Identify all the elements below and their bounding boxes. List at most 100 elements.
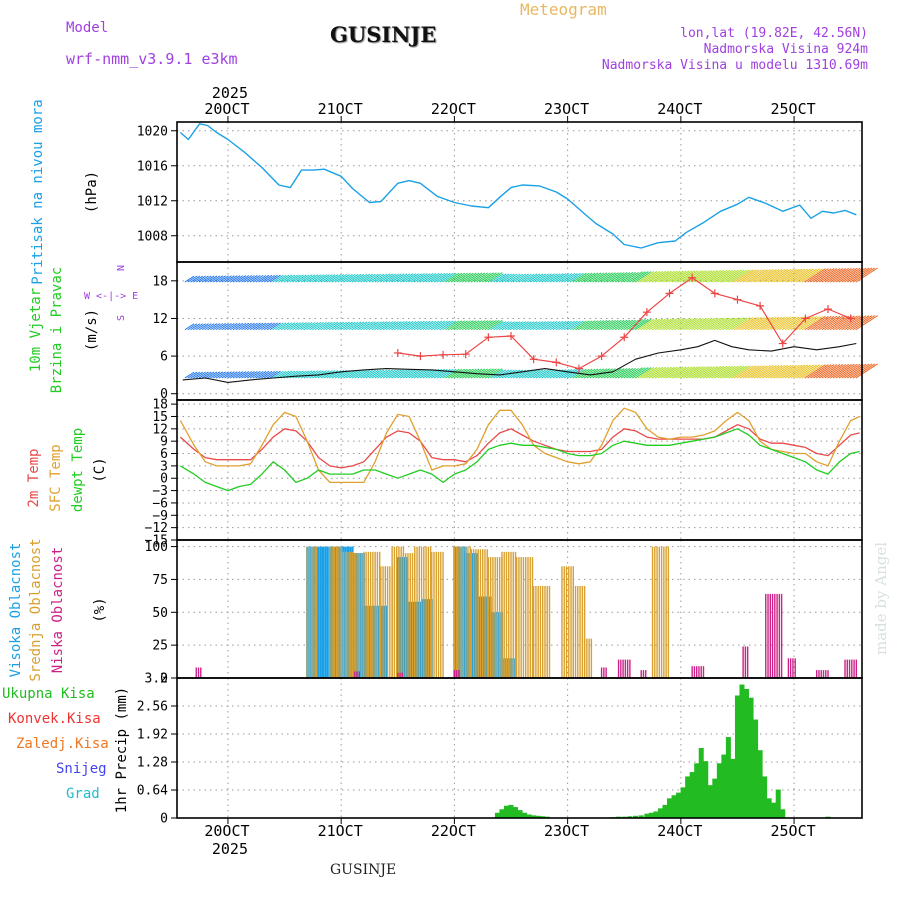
gust-marker [461, 350, 470, 359]
wind-barb [510, 321, 524, 331]
wind-barb [527, 369, 541, 379]
wind-barb [538, 273, 552, 283]
wind-barb [719, 365, 739, 379]
precip-bar [653, 811, 659, 818]
wind-barb [750, 316, 771, 331]
wind-barb [340, 369, 353, 379]
wind-barb [529, 369, 544, 379]
wind-barb [541, 369, 555, 379]
model-label: Model [66, 20, 109, 36]
wind-barb [518, 273, 532, 283]
precip-bar [513, 807, 519, 818]
wind-barb [722, 269, 742, 283]
wind-barb [696, 270, 716, 283]
gust-marker [484, 333, 493, 342]
gust-marker [756, 301, 765, 310]
y-tick-label: 0 [160, 812, 168, 827]
wind-barb [476, 368, 491, 379]
wind-barb [215, 323, 227, 331]
wind-barb [445, 272, 460, 283]
wind-barb [462, 272, 477, 283]
wind-barb [535, 273, 549, 283]
wind-barb [813, 268, 835, 283]
wind-barb [187, 323, 198, 331]
wind-barb [677, 270, 696, 283]
precip-ylabel: 1hr Precip (mm) [114, 687, 130, 813]
wind-barb [668, 318, 687, 331]
wind-barb [694, 366, 713, 379]
wind-barb [507, 273, 521, 283]
wind-barb [388, 273, 402, 283]
wind-barb [612, 368, 628, 379]
wind-barb [634, 318, 652, 331]
precip-bar [707, 785, 713, 818]
wind-barb [728, 269, 748, 283]
wind-barb [272, 322, 284, 331]
wind-barb [623, 367, 639, 379]
wind-barb [513, 321, 527, 331]
precip-bar [535, 815, 541, 818]
wind-barb [521, 273, 535, 283]
wind-barb [544, 320, 558, 331]
wind-barb [821, 268, 844, 283]
y-tick-label: 18 [152, 274, 168, 289]
y-tick-label: 6 [160, 350, 168, 365]
wind-barb [651, 366, 669, 379]
wind-barb [433, 320, 448, 331]
wind-barb [331, 274, 345, 283]
precip-bar [657, 808, 663, 818]
wind-barb [592, 272, 608, 283]
wind-barb [815, 268, 838, 283]
wind-barb [484, 272, 500, 283]
wind-barb [648, 366, 667, 379]
y-tick-label: 1.92 [137, 728, 168, 743]
wind-barb [603, 319, 619, 331]
year-label-top: 2025 [212, 84, 248, 102]
wind-barb [815, 315, 838, 331]
wind-barb [416, 273, 431, 283]
wind-barb [651, 270, 669, 283]
wind-barb [682, 366, 701, 379]
wind-barb [300, 322, 313, 331]
wind-barb [849, 363, 873, 379]
gust-marker [439, 350, 448, 359]
wind-barb [221, 275, 232, 283]
wind-barb [807, 315, 829, 331]
wind-barb [207, 323, 218, 331]
wind-barb [337, 321, 350, 331]
precip-bar [494, 812, 500, 818]
wind-barb [210, 323, 221, 331]
wind-barb [241, 322, 252, 331]
wind-barb [728, 317, 748, 331]
wind-barb [224, 322, 235, 331]
wind-barb [439, 272, 454, 283]
wind-barb [481, 272, 497, 283]
wind-barb [269, 370, 281, 379]
wind-barb [306, 322, 319, 331]
wind-barb [677, 318, 696, 331]
wind-barb [246, 322, 258, 331]
y-tick-label: 18 [152, 398, 168, 413]
wind-barb [629, 367, 646, 379]
wind-barb [555, 369, 570, 379]
wind-barb [640, 271, 658, 283]
precip-bar [712, 778, 718, 818]
wind-barb [626, 318, 643, 331]
y-tick-label: 2.56 [137, 700, 168, 715]
wind-barb [442, 368, 457, 379]
wind-barb [430, 320, 445, 331]
wind-barb [190, 275, 201, 283]
wind-barb [433, 272, 448, 283]
precip-bar [762, 776, 768, 818]
wind-barb [201, 275, 212, 283]
model-name: wrf-nmm_v3.9.1 e3km [66, 50, 238, 68]
wind-barb [263, 274, 275, 283]
wind-barb [801, 316, 823, 331]
y-tick-label: 25 [152, 639, 168, 654]
coords-label: lon,lat (19.82E, 42.56N) [680, 26, 868, 41]
gust-marker [529, 355, 538, 364]
wind-barb [824, 315, 847, 331]
wind-barb [343, 273, 356, 283]
wind-barb [515, 273, 529, 283]
wind-barb [852, 267, 876, 283]
